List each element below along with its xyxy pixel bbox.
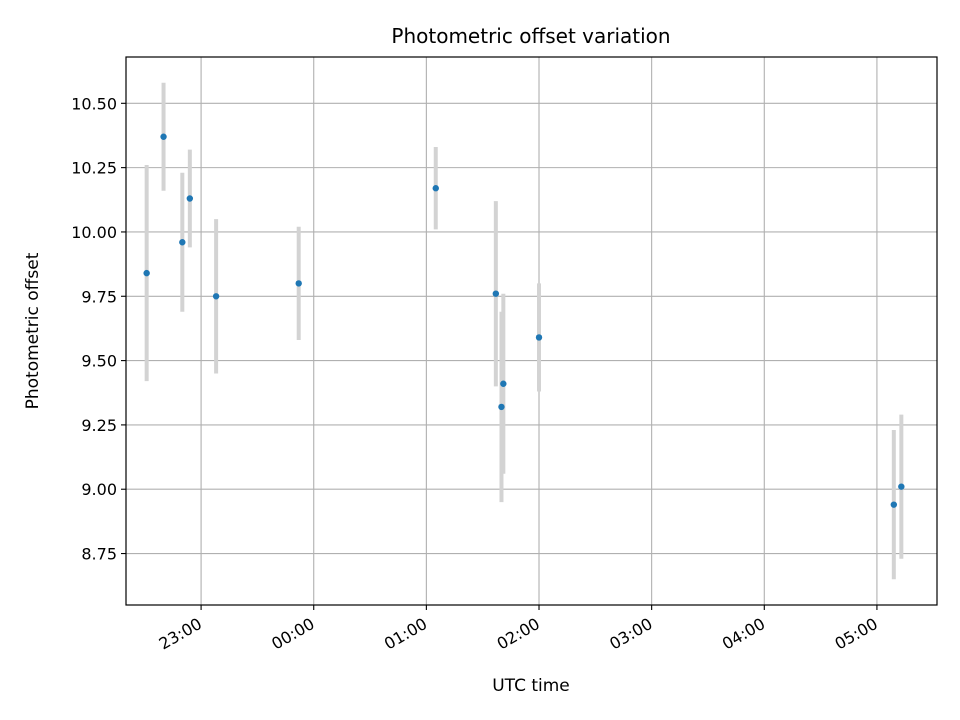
data-point [179, 239, 186, 246]
x-tick-label: 23:00 [156, 614, 205, 654]
data-point [890, 501, 898, 508]
y-tick-label: 9.75 [81, 287, 117, 306]
data-point [143, 269, 150, 277]
y-tick-label: 9.50 [81, 352, 117, 371]
x-tick-label: 02:00 [494, 614, 543, 654]
x-tick-label: 04:00 [719, 614, 768, 654]
data-point [295, 280, 302, 287]
x-tick-label: 01:00 [381, 614, 430, 654]
x-axis-label: UTC time [492, 676, 570, 696]
data-point [492, 290, 500, 297]
y-tick-label: 10.00 [71, 223, 117, 242]
chart-title: Photometric offset variation [391, 24, 670, 48]
data-point [498, 403, 505, 411]
data-point [898, 483, 905, 490]
x-tick-label: 05:00 [831, 614, 880, 654]
data-point [535, 334, 543, 341]
y-tick-label: 9.25 [81, 416, 117, 435]
data-point [432, 185, 439, 192]
grid [126, 57, 937, 605]
data-point [212, 293, 220, 300]
y-tick-label: 10.50 [71, 94, 117, 113]
data-point [186, 195, 194, 202]
x-tick-label: 00:00 [268, 614, 317, 654]
y-tick-label: 9.00 [81, 480, 117, 499]
x-axis-ticks: 23:00 00:00 01:00 02:00 03:00 04:00 05:00 [156, 605, 881, 654]
plot-frame [125, 56, 938, 606]
y-axis-ticks: 8.75 9.00 9.25 9.50 9.75 10.00 10.25 10.50 [71, 94, 126, 564]
y-tick-label: 8.75 [81, 545, 117, 564]
x-tick-label: 03:00 [606, 614, 655, 654]
data-markers [143, 133, 905, 508]
data-point [500, 380, 507, 387]
data-point [160, 133, 167, 140]
y-axis-label: Photometric offset [23, 252, 43, 409]
errorbars [144, 82, 904, 580]
y-tick-label: 10.25 [71, 159, 117, 178]
